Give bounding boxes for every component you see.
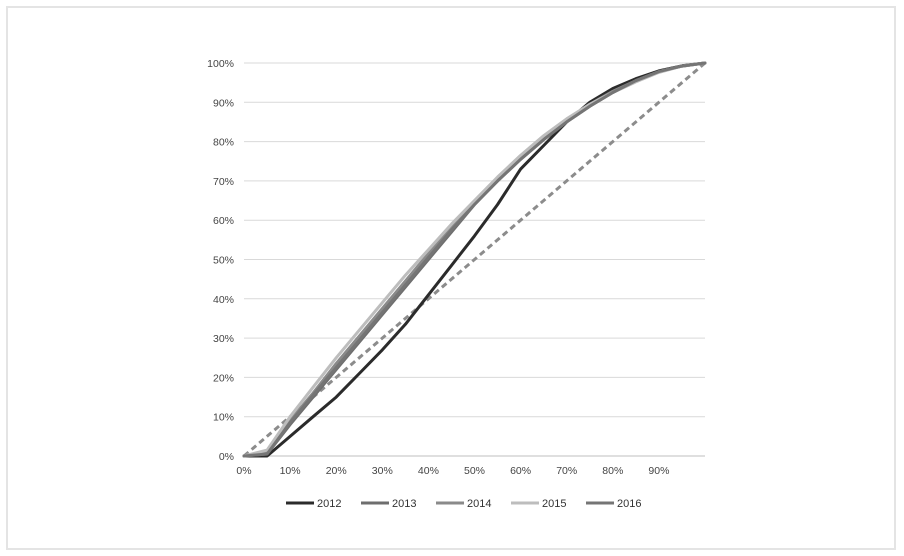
legend-label-2014: 2014 — [467, 498, 491, 510]
y-tick-label: 30% — [213, 333, 234, 345]
legend-label-2012: 2012 — [317, 498, 341, 510]
x-tick-label: 10% — [280, 465, 301, 477]
y-tick-label: 40% — [213, 294, 234, 306]
x-tick-label: 70% — [556, 465, 577, 477]
y-tick-label: 90% — [213, 97, 234, 109]
x-axis-ticks: 0% 10% 20% 30% 40% 50% 60% 70% 80% 90% — [236, 465, 669, 477]
legend-label-2013: 2013 — [392, 498, 416, 510]
series-line-2012 — [242, 61, 707, 458]
legend: 2012 2013 2014 2015 2016 — [286, 498, 641, 510]
y-axis-ticks: 0% 10% 20% 30% 40% 50% 60% 70% 80% 90% 100% — [207, 58, 234, 463]
y-tick-label: 100% — [207, 58, 234, 70]
x-tick-label: 50% — [464, 465, 485, 477]
y-tick-label: 70% — [213, 176, 234, 188]
y-tick-label: 10% — [213, 412, 234, 424]
series-lines — [242, 61, 707, 458]
y-tick-label: 0% — [219, 451, 234, 463]
series-line-2016 — [242, 61, 707, 458]
reference-diagonal-line — [243, 61, 706, 458]
y-tick-label: 50% — [213, 255, 234, 267]
x-tick-label: 90% — [648, 465, 669, 477]
y-tick-label: 80% — [213, 137, 234, 149]
x-tick-label: 40% — [418, 465, 439, 477]
x-tick-label: 60% — [510, 465, 531, 477]
legend-label-2015: 2015 — [542, 498, 566, 510]
x-tick-label: 30% — [372, 465, 393, 477]
y-tick-label: 20% — [213, 372, 234, 384]
gridlines — [244, 62, 705, 457]
x-tick-label: 0% — [236, 465, 251, 477]
y-tick-label: 60% — [213, 215, 234, 227]
x-tick-label: 20% — [326, 465, 347, 477]
legend-label-2016: 2016 — [617, 498, 641, 510]
x-tick-label: 80% — [602, 465, 623, 477]
